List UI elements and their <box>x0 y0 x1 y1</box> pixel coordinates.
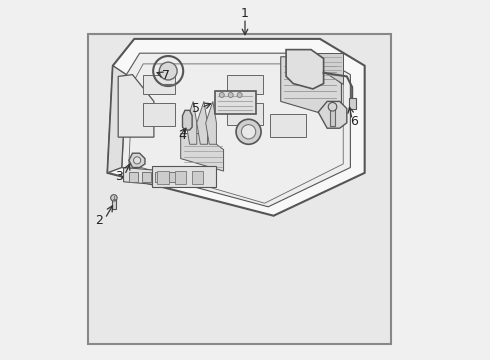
Polygon shape <box>286 50 323 89</box>
Polygon shape <box>281 57 342 119</box>
Bar <box>227 103 263 125</box>
Circle shape <box>220 93 224 98</box>
Polygon shape <box>107 39 365 216</box>
Circle shape <box>236 119 261 144</box>
Text: 2: 2 <box>96 213 103 226</box>
Bar <box>143 75 175 94</box>
Bar <box>112 199 116 208</box>
Polygon shape <box>318 102 347 128</box>
Circle shape <box>111 195 117 201</box>
Circle shape <box>228 93 233 98</box>
Bar <box>88 33 392 344</box>
Polygon shape <box>181 134 223 171</box>
Bar <box>157 171 169 184</box>
Text: 6: 6 <box>350 114 358 127</box>
Bar <box>129 172 138 182</box>
Bar <box>348 98 356 109</box>
Polygon shape <box>129 153 145 167</box>
Text: 1: 1 <box>241 8 249 21</box>
Polygon shape <box>161 84 175 85</box>
Bar <box>270 114 306 137</box>
Bar <box>174 171 186 184</box>
Bar <box>215 91 256 114</box>
Circle shape <box>237 93 242 98</box>
Polygon shape <box>107 66 126 173</box>
Text: 3: 3 <box>115 170 123 183</box>
Bar <box>155 172 164 182</box>
Bar <box>169 172 177 182</box>
Polygon shape <box>118 75 154 137</box>
Circle shape <box>242 125 256 139</box>
Circle shape <box>159 62 177 80</box>
Text: 7: 7 <box>162 69 170 82</box>
Polygon shape <box>206 102 217 144</box>
Polygon shape <box>186 102 197 144</box>
Polygon shape <box>122 53 350 207</box>
Bar <box>152 166 217 187</box>
Circle shape <box>134 157 141 164</box>
Text: 5: 5 <box>192 102 200 115</box>
Bar <box>227 75 263 94</box>
Bar <box>330 106 335 126</box>
Bar <box>192 171 203 184</box>
Polygon shape <box>123 167 188 187</box>
Bar <box>143 103 175 126</box>
Polygon shape <box>309 53 343 84</box>
Text: 4: 4 <box>178 129 186 142</box>
Polygon shape <box>182 111 192 130</box>
Bar <box>142 172 151 182</box>
Circle shape <box>328 103 337 111</box>
Polygon shape <box>197 102 207 144</box>
